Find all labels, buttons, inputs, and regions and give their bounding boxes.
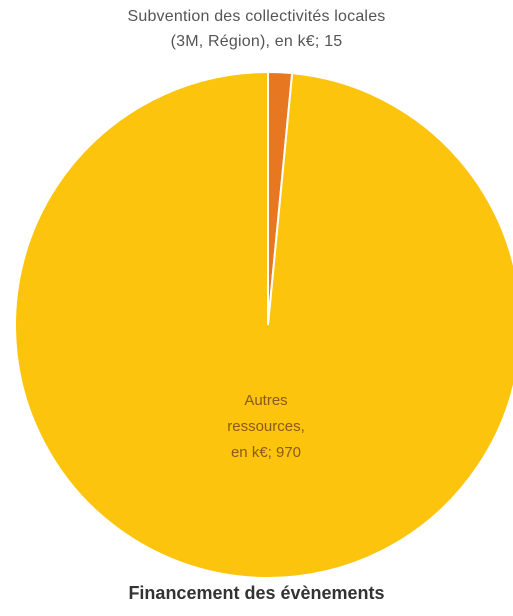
slice-label-subvention-line-2: (3M, Région), en k€; 15 [170,33,343,50]
slice-label-subvention-line-1: Subvention des collectivités locales [127,8,386,25]
chart-title: Financement des évènements [128,583,385,603]
slice-label-autres-line-3: en k€; 970 [230,444,302,461]
slice-label-autres-line-2: ressources, [227,418,305,435]
pie-slice-autres-ressources [14,70,513,579]
slice-label-autres-line-1: Autres [244,392,288,409]
